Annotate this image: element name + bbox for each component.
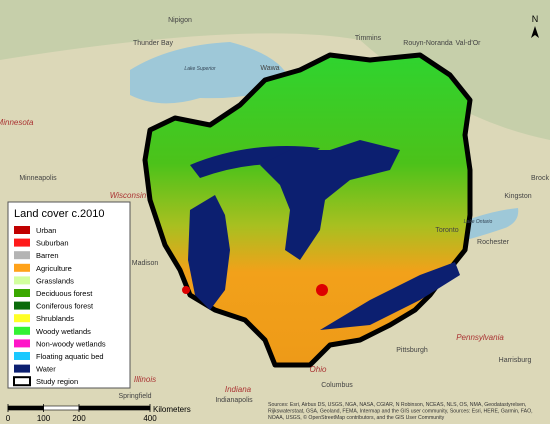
lake-label: Lake Ontario	[464, 219, 493, 225]
lake-label: Lake Superior	[184, 66, 215, 72]
legend-swatch	[14, 364, 30, 373]
legend-label: Water	[36, 365, 56, 374]
scale-label: 200	[72, 414, 86, 423]
legend-label: Study region	[36, 377, 78, 386]
place-label: Val-d'Or	[456, 40, 482, 47]
legend-label: Agriculture	[36, 264, 72, 273]
legend-swatch	[14, 289, 30, 297]
place-label: Minneapolis	[19, 175, 57, 182]
state-label: Wisconsin	[110, 191, 147, 200]
place-label: Columbus	[321, 382, 353, 389]
place-label: Springfield	[118, 393, 151, 400]
legend-swatch	[14, 226, 30, 234]
legend-title: Land cover c.2010	[14, 208, 105, 220]
lake-superior	[130, 42, 290, 104]
legend-swatch	[14, 326, 30, 335]
legend-swatch	[14, 301, 30, 310]
north-label: N	[532, 14, 539, 24]
place-label: Thunder Bay	[133, 40, 174, 47]
legend-label: Grasslands	[36, 276, 74, 285]
legend-swatch	[14, 314, 30, 323]
legend-swatch	[13, 376, 31, 387]
place-label: Wawa	[260, 65, 279, 72]
place-label: Kingston	[504, 193, 531, 200]
state-label: Pennsylvania	[456, 333, 504, 342]
legend-label: Barren	[36, 251, 59, 260]
legend-label: Floating aquatic bed	[36, 352, 104, 361]
state-label: Ohio	[310, 365, 327, 374]
legend-swatch	[14, 251, 30, 260]
place-label: Rouyn-Noranda	[403, 40, 453, 47]
lake-huron	[260, 140, 400, 260]
legend-label: Shrublands	[36, 314, 74, 323]
urban-area	[316, 284, 328, 296]
legend-swatch	[14, 238, 30, 247]
legend-swatch	[14, 276, 30, 285]
legend-swatch	[14, 352, 30, 360]
legend-swatch	[14, 339, 30, 348]
scale-segment	[78, 405, 151, 411]
state-label: Minnesota	[0, 118, 34, 127]
place-label: Madison	[132, 260, 159, 267]
place-label: Harrisburg	[499, 357, 532, 364]
lake-michigan	[188, 195, 230, 310]
attribution-line: Rijkswaterstaat, GSA, Geoland, FEMA, Int…	[268, 409, 533, 415]
place-label: Nipigon	[168, 17, 192, 24]
attribution: Sources: Esri, Airbus DS, USGS, NGA, NAS…	[268, 402, 533, 421]
legend-label: Non-woody wetlands	[36, 339, 106, 348]
place-label: Toronto	[435, 227, 458, 234]
legend-label: Suburban	[36, 239, 69, 248]
scale-segment	[7, 405, 44, 411]
legend-swatch	[14, 263, 30, 272]
urban-area	[182, 286, 190, 294]
attribution-line: NOAA, USGS, © OpenStreetMap contributors…	[268, 414, 445, 421]
scale-segment	[43, 405, 80, 411]
place-label: Pittsburgh	[396, 347, 428, 354]
scale-label: 400	[143, 414, 157, 423]
place-label: Indianapolis	[215, 397, 253, 404]
scale-label: 100	[37, 414, 51, 423]
place-label: Timmins	[355, 35, 382, 42]
lake-erie	[320, 262, 460, 330]
legend-label: Coniferous forest	[36, 302, 94, 311]
north-arrow: N	[531, 14, 539, 38]
place-label: Brock	[531, 175, 549, 182]
state-label: Indiana	[225, 385, 252, 394]
attribution-line: Sources: Esri, Airbus DS, USGS, NGA, NAS…	[268, 402, 526, 408]
legend-label: Woody wetlands	[36, 327, 91, 336]
scale-label: 0	[6, 414, 11, 423]
state-label: Illinois	[134, 375, 156, 384]
scale-unit: Kilometers	[153, 405, 191, 414]
place-label: Rochester	[477, 239, 510, 246]
legend: Land cover c.2010 Urban Suburban Barren Agr…	[7, 201, 131, 389]
legend-label: Urban	[36, 226, 56, 235]
north-arrow-icon	[531, 26, 539, 38]
legend-label: Deciduous forest	[36, 289, 93, 298]
basemap-forest	[0, 0, 550, 140]
